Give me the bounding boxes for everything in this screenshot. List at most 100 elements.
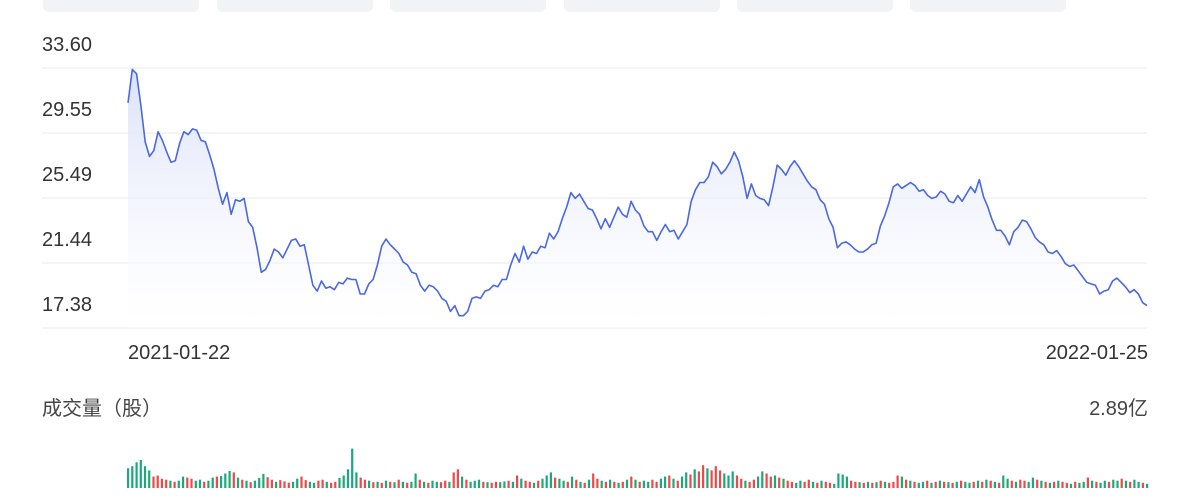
volume-bar [820,480,823,488]
volume-bar [604,481,607,488]
volume-bar [401,481,404,488]
volume-bar [773,475,777,488]
x-end-label: 2022-01-25 [1045,342,1148,364]
volume-bar [169,480,172,488]
volume-bar [452,472,455,488]
volume-bar [727,475,730,488]
volume-bar [1065,482,1068,488]
volume-bar [245,480,248,488]
volume-bar [571,476,574,488]
volume-bar [964,481,967,488]
volume-bar [909,480,912,488]
volume-bar [837,473,840,488]
volume-bar [351,448,354,488]
volume-bar [228,471,231,488]
volume-bar [1133,479,1136,488]
volume-bar [325,481,328,488]
volume-bar [765,473,768,488]
volume-bar [334,481,337,488]
volume-bar [532,482,536,488]
volume-bar [516,475,519,488]
volume-bar [418,479,421,488]
volume-bar [664,476,667,488]
volume-bar [934,481,937,488]
volume-bar [363,479,366,488]
volume-bar [410,481,413,488]
volume-bar [888,482,891,488]
volume-bar [376,481,379,488]
volume-bar [1112,479,1115,488]
volume-bar [609,479,612,488]
volume-bar [795,482,798,488]
volume-bar [862,482,865,488]
period-tab-3[interactable] [390,0,546,12]
volume-bar [270,479,273,488]
volume-bar [1057,480,1060,488]
period-tab-5[interactable] [737,0,893,12]
volume-bar [875,482,878,488]
volume-bar [308,481,311,488]
period-tab-6[interactable] [910,0,1066,12]
volume-bar [372,482,375,488]
volume-bar [1074,481,1077,488]
volume-bar [482,481,485,488]
volume-bar [300,476,303,488]
volume-bar [642,480,645,488]
volume-bar [930,482,933,488]
volume-bar [258,478,261,488]
volume-bar [287,482,290,488]
volume-bar [1095,481,1098,488]
period-tab-4[interactable] [564,0,720,12]
volume-bar [368,480,371,488]
volume-bar [1027,481,1030,488]
volume-bar [617,482,620,488]
volume-bar [283,481,286,488]
volume-bar [473,480,476,488]
volume-bar [769,476,772,488]
volume-bar [173,481,176,488]
volume-bar [710,470,713,488]
volume-bar [1006,478,1009,488]
volume-bar [275,481,278,488]
volume-bar [1010,480,1013,488]
volume-bar [596,478,599,488]
volume-bar [985,479,988,488]
volume-bar [786,480,789,488]
period-tab-2[interactable] [217,0,373,12]
volume-bar [638,481,641,488]
volume-bar [253,480,256,488]
volume-bar [160,478,163,488]
volume-bar [262,473,265,488]
volume-bar [190,478,193,488]
volume-bar [1053,481,1056,488]
volume-bar [575,479,578,488]
volume-bar [714,466,717,488]
volume-bar [549,472,552,488]
volume-bar [854,481,857,488]
volume-bar [668,475,671,488]
volume-bar [921,481,925,488]
volume-bar [672,478,675,488]
volume-bar [858,482,861,488]
volume-bar [1019,479,1022,488]
volume-bar [913,481,916,488]
volume-bar [380,482,383,488]
volume-bar [406,482,409,488]
volume-bar [871,482,874,488]
volume-bar [558,478,561,488]
volume-bar [1082,481,1085,488]
volume-bar [947,482,950,488]
y-tick-label: 25.49 [42,164,93,186]
volume-bar [790,481,793,488]
volume-bar [304,480,307,488]
volume-bar [465,479,468,488]
volume-bar [782,478,785,488]
volume-bar [562,480,565,488]
volume-bar [186,477,189,488]
volume-bar [291,481,295,488]
volume-bar [215,476,218,488]
volume-bar [1078,482,1081,488]
period-tab-1[interactable] [43,0,199,12]
volume-bar [1014,481,1018,488]
